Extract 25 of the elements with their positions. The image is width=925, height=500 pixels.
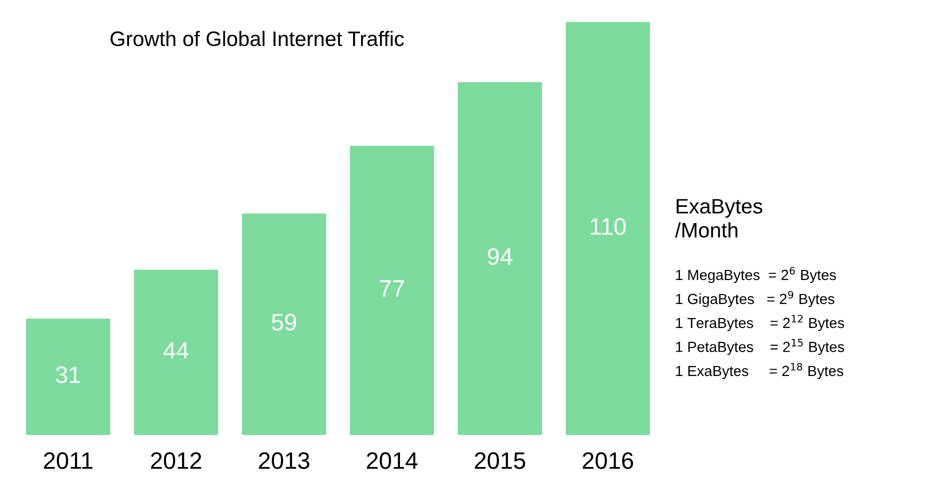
x-tick-label: 2015 bbox=[474, 452, 526, 470]
bar bbox=[242, 213, 326, 435]
bar bbox=[26, 318, 110, 435]
data-label: 77 bbox=[380, 280, 404, 297]
data-label: 110 bbox=[590, 218, 626, 235]
x-tick-label: 2012 bbox=[151, 452, 202, 470]
text: ExaBytes /Month bbox=[675, 199, 762, 238]
data-label: 59 bbox=[272, 314, 296, 331]
x-tick-label: 2014 bbox=[366, 452, 418, 470]
data-label: 31 bbox=[56, 366, 80, 384]
text: 1 MegaBytes = 2$^{6}$ Bytes bbox=[676, 266, 836, 284]
bar bbox=[458, 82, 542, 435]
x-tick-label: 2016 bbox=[582, 452, 634, 470]
bar bbox=[134, 270, 218, 435]
text: 1 TeraBytes = 2$^{12}$ Bytes bbox=[676, 314, 844, 332]
bar bbox=[350, 146, 434, 435]
x-tick-label: 2013 bbox=[258, 452, 310, 470]
text: 1 GigaBytes = 2$^{9}$ Bytes bbox=[676, 290, 834, 308]
text: 1 PetaBytes = 2$^{15}$ Bytes bbox=[676, 338, 844, 355]
x-tick-label: 2011 bbox=[44, 452, 92, 470]
chart-title: Growth of Global Internet Traffic bbox=[110, 30, 404, 46]
text: 1 ExaBytes = 2$^{18}$ Bytes bbox=[676, 362, 844, 380]
data-label: 44 bbox=[164, 342, 189, 359]
bar bbox=[566, 22, 650, 435]
data-label: 94 bbox=[488, 248, 512, 265]
